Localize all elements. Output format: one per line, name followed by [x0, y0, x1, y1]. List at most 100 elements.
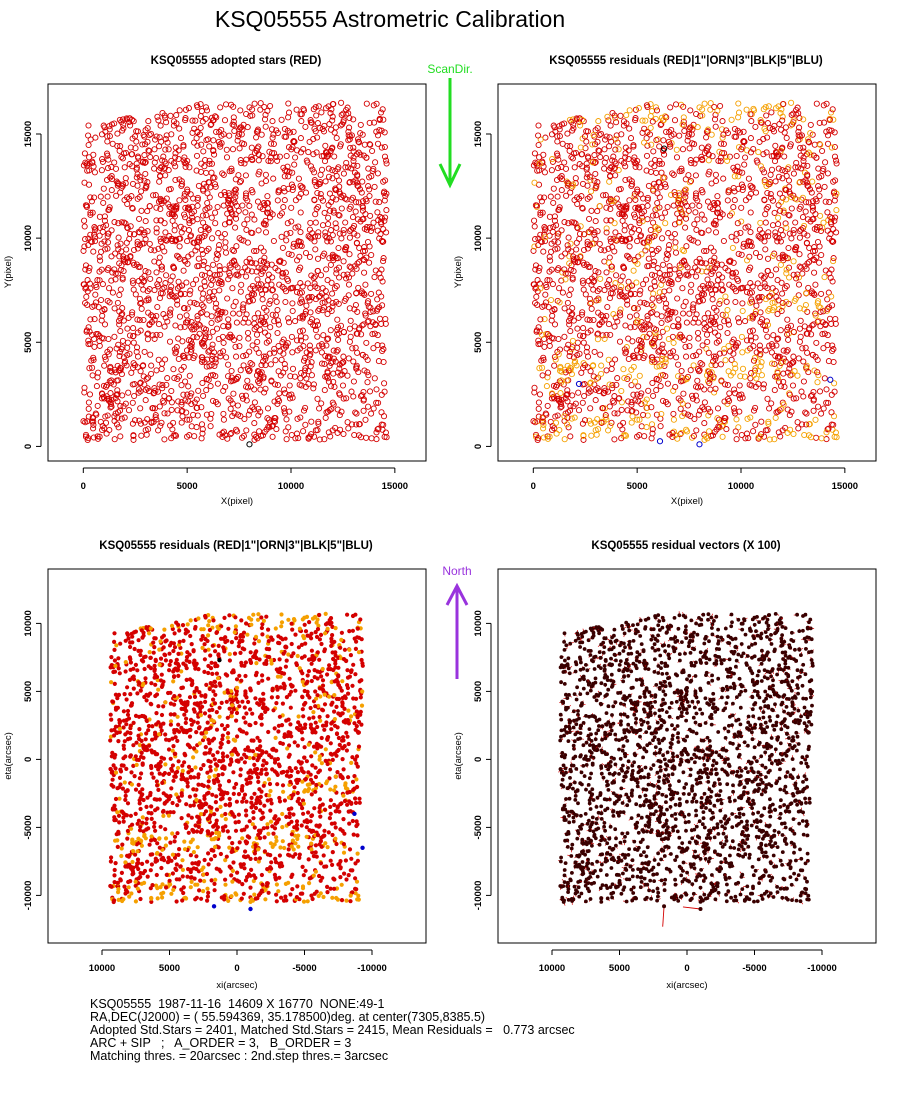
star-marker	[167, 306, 174, 313]
star-marker	[628, 419, 635, 426]
star-marker	[214, 380, 221, 387]
star-marker	[548, 296, 555, 304]
star-marker	[211, 362, 218, 370]
star-marker	[685, 172, 692, 179]
star-marker	[546, 213, 553, 220]
star-marker	[112, 276, 119, 283]
star-marker	[108, 277, 115, 284]
star-marker	[209, 174, 217, 182]
star-marker	[694, 377, 701, 384]
star-marker	[286, 129, 294, 136]
star-marker	[788, 99, 795, 106]
star-marker	[332, 358, 339, 365]
star-marker	[317, 171, 324, 178]
star-marker	[609, 397, 616, 405]
star-marker	[133, 138, 140, 145]
star-marker	[220, 323, 227, 330]
star-marker	[650, 392, 657, 399]
star-marker	[731, 173, 738, 180]
star-marker	[733, 237, 740, 244]
star-dot	[199, 896, 204, 901]
star-marker	[357, 151, 364, 158]
star-marker	[742, 197, 749, 204]
star-marker	[142, 218, 149, 225]
star-marker	[338, 99, 345, 106]
star-marker	[272, 293, 279, 300]
star-marker	[275, 368, 282, 375]
star-marker	[102, 419, 110, 426]
star-marker	[807, 252, 814, 260]
star-marker	[193, 167, 200, 174]
star-marker	[281, 197, 288, 204]
star-marker	[783, 134, 790, 142]
star-marker	[653, 137, 660, 144]
star-marker	[290, 137, 297, 145]
star-marker	[104, 297, 111, 304]
star-marker	[311, 273, 318, 280]
star-marker	[113, 345, 120, 352]
star-marker	[269, 118, 276, 125]
star-marker	[733, 152, 740, 160]
star-marker	[276, 390, 283, 397]
star-marker	[813, 339, 820, 346]
star-marker	[694, 329, 702, 336]
star-marker	[113, 192, 120, 199]
star-marker	[182, 214, 189, 221]
star-marker	[298, 118, 305, 125]
star-marker	[567, 286, 574, 293]
star-marker	[271, 318, 278, 325]
star-marker	[147, 154, 154, 161]
star-marker	[274, 329, 281, 337]
star-marker	[255, 157, 262, 164]
star-marker	[567, 328, 574, 335]
star-marker	[819, 147, 826, 155]
star-dot	[145, 874, 150, 879]
star-marker	[207, 383, 214, 390]
star-marker	[263, 339, 270, 346]
star-marker	[563, 192, 570, 199]
star-marker	[116, 349, 123, 356]
star-marker	[171, 375, 178, 382]
star-marker	[297, 229, 304, 236]
star-marker	[217, 104, 224, 111]
star-marker	[191, 139, 198, 146]
star-marker	[690, 362, 697, 369]
star-marker	[129, 399, 136, 406]
star-marker	[156, 403, 163, 410]
star-marker	[777, 227, 785, 234]
star-marker	[194, 404, 201, 411]
star-marker	[167, 312, 174, 319]
star-marker	[362, 416, 369, 423]
outlier-marker	[827, 376, 834, 383]
star-marker	[254, 276, 261, 283]
star-marker	[268, 140, 275, 147]
star-marker	[197, 113, 204, 120]
star-marker	[784, 316, 791, 323]
star-marker	[366, 141, 373, 148]
star-marker	[253, 134, 260, 141]
star-marker	[153, 229, 160, 236]
star-marker	[233, 319, 240, 326]
star-marker	[156, 178, 163, 185]
star-marker	[302, 421, 309, 428]
star-marker	[251, 216, 258, 223]
star-marker	[315, 103, 322, 110]
star-marker	[764, 395, 771, 402]
star-marker	[155, 321, 163, 328]
star-marker	[234, 428, 241, 435]
star-marker	[184, 416, 191, 423]
star-marker	[320, 332, 327, 339]
star-marker	[554, 239, 562, 246]
star-marker	[300, 107, 308, 114]
star-marker	[289, 307, 296, 315]
star-marker	[258, 362, 265, 369]
star-marker	[147, 275, 154, 282]
star-marker	[107, 174, 114, 181]
star-marker	[157, 331, 164, 338]
star-marker	[265, 332, 272, 339]
star-marker	[107, 390, 114, 397]
star-marker	[672, 101, 680, 108]
star-marker	[574, 339, 581, 346]
star-marker	[184, 238, 191, 245]
star-dot	[163, 732, 168, 737]
